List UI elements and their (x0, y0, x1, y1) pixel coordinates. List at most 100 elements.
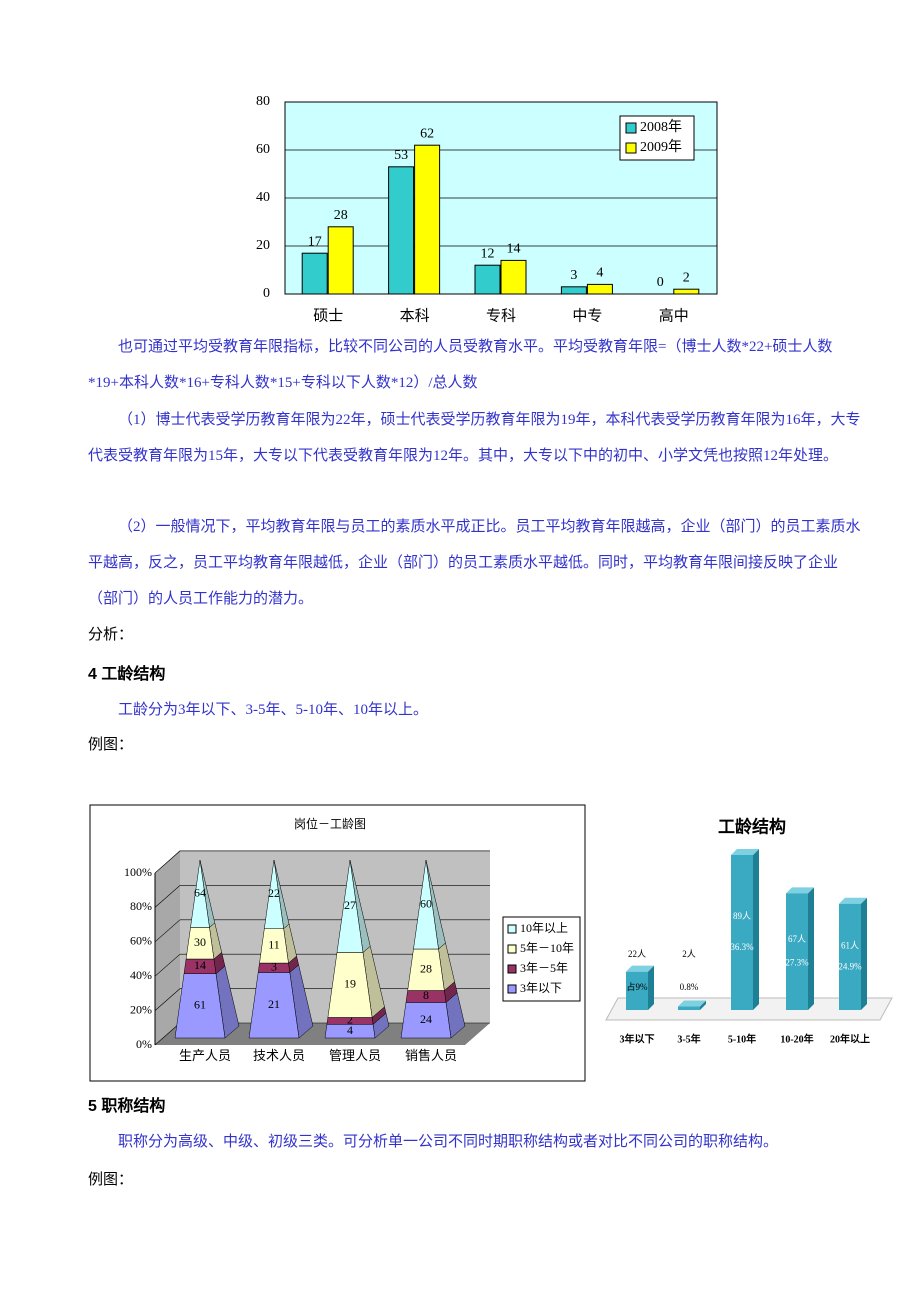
bar-side (861, 897, 867, 1010)
value-label: 17 (308, 234, 322, 249)
value-label: 3 (570, 268, 577, 283)
x-tick-label: 10-20年 (780, 1032, 813, 1045)
x-tick-label: 3-5年 (677, 1032, 700, 1045)
y-tick-label: 20 (256, 238, 270, 253)
legend-swatch (625, 142, 637, 154)
pyramid-shade (426, 860, 446, 949)
y-tick-label: 80 (256, 94, 270, 109)
value-label: 30 (194, 935, 206, 949)
value-label: 28 (420, 962, 432, 976)
grid-line (154, 1022, 181, 1046)
value-label: 21 (268, 997, 280, 1011)
value-label: 4 (347, 1023, 353, 1037)
pyramid-segment (413, 859, 439, 950)
pyramid-shade (213, 952, 225, 974)
value-label: 89人 (733, 911, 751, 921)
legend-label: 5年－10年 (520, 941, 574, 955)
legend-swatch (507, 984, 517, 994)
y-tick-label: 40 (256, 190, 270, 205)
y-tick-label: 20% (130, 1002, 152, 1016)
x-tick-label: 本科 (400, 307, 430, 324)
paragraph: （2）一般情况下，平均教育年限与员工的素质水平成正比。员工平均教育年限越高，企业… (88, 519, 861, 607)
pyramid-shade (372, 1006, 386, 1025)
pyramid-shade (283, 924, 297, 964)
share-label: 36.3% (730, 942, 754, 952)
pyramid-segment (190, 859, 210, 928)
y-tick-label: 100% (124, 865, 152, 879)
paragraph: 分析： (88, 627, 134, 643)
value-label: 22 (268, 886, 280, 900)
bar (301, 252, 328, 295)
pyramid-segment (264, 859, 284, 929)
bar (731, 855, 753, 1010)
grid-line (154, 919, 181, 943)
bar (786, 893, 808, 1010)
bar-top (839, 897, 867, 904)
pyramid-shade (444, 981, 458, 1003)
value-label: 64 (194, 885, 206, 899)
bar (839, 903, 861, 1010)
pyramid-shade (200, 860, 215, 928)
x-tick-label: 3年以下 (620, 1032, 655, 1045)
value-label: 28 (334, 208, 348, 223)
value-label: 14 (194, 958, 206, 972)
bar (673, 288, 700, 295)
share-label: 0.8% (680, 982, 699, 992)
paragraph: （1）博士代表受学历教育年限为22年，硕士代表受学历教育年限为19年，本科代表受… (88, 412, 861, 464)
bar (500, 259, 527, 295)
paragraph: 例图： (88, 1172, 134, 1188)
share-label: 27.3% (785, 957, 809, 967)
value-label: 11 (268, 938, 280, 952)
legend-label: 2008年 (640, 119, 682, 135)
x-tick-label: 技术人员 (253, 1048, 305, 1063)
y-tick-label: 0% (136, 1037, 152, 1051)
pyramid-shade (288, 956, 299, 973)
bar (327, 226, 354, 295)
x-tick-label: 专科 (486, 307, 516, 324)
value-label: 60 (420, 896, 432, 910)
paragraph: 职称分为高级、中级、初级三类。可分析单一公司不同时期职称结构或者对比不同公司的职… (118, 1134, 779, 1150)
legend-swatch (507, 964, 517, 974)
pyramid-shade (274, 860, 290, 929)
pyramid-shade (362, 946, 385, 1018)
bar (414, 144, 441, 295)
chart-title: 工龄结构 (718, 816, 786, 836)
x-tick-label: 5-10年 (728, 1032, 756, 1045)
y-tick-label: 60% (130, 934, 152, 948)
x-tick-label: 销售人员 (405, 1048, 457, 1063)
legend-label: 10年以上 (520, 921, 568, 935)
bar (626, 971, 648, 1010)
bar-side (808, 887, 814, 1010)
share-label: 24.9% (838, 962, 862, 972)
value-label: 14 (507, 242, 521, 257)
legend-label: 3年－5年 (520, 961, 568, 975)
x-tick-label: 中专 (572, 307, 602, 324)
value-label: 2人 (682, 949, 696, 959)
value-label: 22人 (628, 949, 646, 959)
bar-side (648, 965, 654, 1010)
value-label: 12 (481, 246, 495, 261)
value-label: 4 (596, 266, 603, 281)
value-label: 0 (657, 275, 664, 290)
x-tick-label: 硕士 (313, 307, 343, 324)
pyramid-shade (373, 1013, 389, 1038)
legend-swatch (625, 122, 637, 134)
value-label: 3 (271, 959, 277, 973)
y-tick-label: 40% (130, 968, 152, 982)
grid-line (154, 885, 181, 908)
value-label: 19 (344, 977, 356, 991)
bar (474, 264, 501, 295)
legend-swatch (507, 944, 517, 954)
pyramid-shade (209, 922, 222, 960)
y-tick-label: 0 (263, 286, 270, 301)
chart-title: 岗位－工龄图 (294, 816, 366, 831)
grid-line (154, 953, 181, 977)
bar-side (700, 1000, 706, 1010)
bar (388, 166, 415, 295)
pyramid-shade (438, 943, 455, 991)
value-label: 61人 (841, 940, 859, 950)
value-label: 24 (420, 1012, 432, 1026)
bar (678, 1006, 700, 1010)
pyramid-shade (446, 992, 465, 1038)
